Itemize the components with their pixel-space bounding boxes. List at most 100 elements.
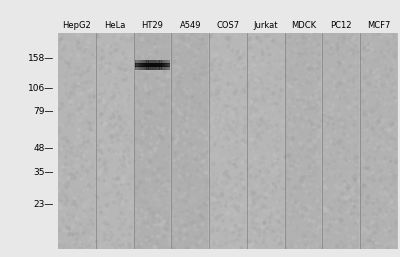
Point	[62, 212, 68, 216]
Point	[186, 153, 192, 157]
Point	[153, 37, 159, 41]
Point	[58, 38, 64, 42]
Point	[320, 201, 327, 205]
Point	[360, 243, 366, 247]
Point	[363, 136, 369, 140]
Point	[156, 134, 163, 138]
Point	[228, 239, 234, 243]
Point	[177, 88, 183, 92]
Point	[392, 135, 398, 139]
Bar	[139, 63, 140, 67]
Point	[143, 54, 149, 58]
Point	[170, 127, 176, 131]
Point	[154, 60, 160, 64]
Point	[201, 162, 207, 166]
Point	[268, 104, 274, 108]
Bar	[322, 33, 359, 249]
Point	[268, 186, 274, 190]
Point	[272, 229, 278, 233]
Point	[242, 105, 248, 109]
Point	[210, 235, 216, 240]
Point	[134, 74, 140, 78]
Point	[291, 225, 298, 230]
Point	[247, 173, 254, 178]
Point	[71, 190, 77, 195]
Point	[79, 124, 85, 128]
Point	[238, 153, 244, 157]
Point	[71, 104, 77, 108]
Point	[142, 126, 149, 130]
Point	[73, 41, 79, 45]
Point	[258, 114, 264, 118]
Point	[367, 84, 374, 88]
Point	[317, 210, 323, 214]
Point	[392, 220, 399, 224]
Point	[249, 149, 256, 153]
Point	[150, 37, 157, 41]
Point	[83, 105, 89, 109]
Point	[164, 42, 170, 47]
Point	[370, 195, 377, 199]
Point	[163, 183, 169, 187]
Point	[251, 142, 257, 146]
Point	[101, 207, 108, 211]
Point	[380, 216, 386, 220]
Point	[188, 88, 194, 93]
Point	[174, 56, 180, 60]
Point	[256, 228, 262, 232]
Point	[122, 167, 128, 171]
Point	[208, 63, 215, 67]
Point	[125, 219, 132, 223]
Point	[174, 81, 180, 85]
Point	[335, 186, 342, 190]
Point	[156, 124, 163, 128]
Point	[320, 113, 327, 117]
Point	[138, 139, 144, 143]
Point	[187, 173, 194, 177]
Point	[153, 154, 159, 158]
Point	[132, 218, 138, 222]
Point	[174, 133, 180, 137]
Point	[371, 157, 378, 161]
Point	[114, 242, 121, 246]
Point	[215, 117, 221, 121]
Point	[111, 122, 118, 126]
Point	[196, 77, 203, 81]
Point	[115, 228, 121, 233]
Point	[249, 97, 255, 101]
Point	[255, 166, 261, 170]
Point	[370, 173, 376, 178]
Point	[175, 142, 182, 146]
Point	[159, 120, 165, 124]
Point	[190, 35, 197, 40]
Point	[59, 90, 65, 94]
Point	[387, 165, 393, 169]
Point	[224, 136, 231, 141]
Point	[197, 175, 203, 179]
Point	[70, 172, 77, 176]
Point	[76, 244, 82, 249]
Point	[313, 89, 320, 93]
Point	[272, 85, 278, 89]
Point	[365, 46, 372, 50]
Point	[258, 118, 264, 122]
Point	[363, 41, 370, 45]
Point	[369, 220, 376, 224]
Point	[266, 81, 272, 85]
Point	[317, 81, 323, 85]
Point	[362, 167, 368, 171]
Point	[89, 208, 96, 212]
Point	[195, 175, 201, 179]
Point	[186, 82, 192, 86]
Point	[336, 151, 343, 155]
Point	[377, 156, 384, 160]
Point	[374, 246, 381, 251]
Point	[286, 111, 292, 115]
Point	[152, 149, 158, 153]
Point	[306, 222, 312, 226]
Point	[268, 148, 274, 152]
Point	[87, 217, 94, 221]
Point	[351, 132, 357, 136]
Point	[382, 100, 388, 104]
Point	[371, 59, 377, 63]
